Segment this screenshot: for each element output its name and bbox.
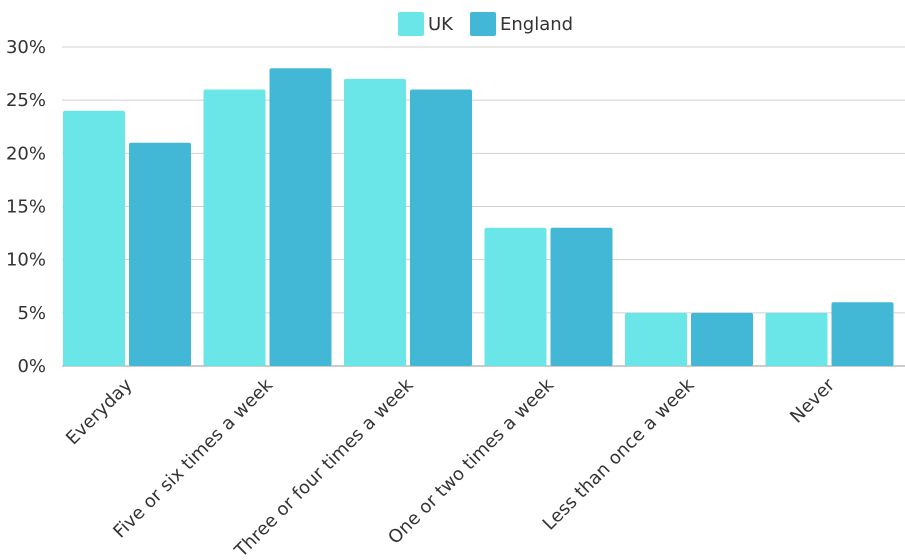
x-tick-label: Never: [786, 374, 839, 427]
x-tick-label: One or two times a week: [384, 374, 558, 548]
gridlines: [62, 46, 905, 367]
bar-uk-4[interactable]: [625, 312, 687, 366]
bar-england-0[interactable]: [129, 142, 191, 366]
bar-uk-3[interactable]: [484, 227, 547, 366]
bar-uk-2[interactable]: [344, 78, 406, 367]
legend-swatch-england[interactable]: [470, 12, 496, 36]
bar-england-2[interactable]: [410, 89, 472, 367]
x-tick-label: Everyday: [62, 374, 137, 449]
bar-england-4[interactable]: [691, 312, 753, 366]
y-tick-label: 0%: [17, 356, 46, 377]
bar-uk-5[interactable]: [765, 312, 828, 366]
y-tick-label: 5%: [17, 303, 46, 324]
y-axis: 0% 5% 10% 15% 20% 25% 30%: [6, 37, 46, 377]
y-tick-label: 10%: [6, 250, 46, 271]
y-tick-label: 15%: [6, 197, 46, 218]
bar-england-5[interactable]: [831, 302, 894, 366]
legend-label-uk[interactable]: UK: [428, 14, 454, 35]
y-tick-label: 30%: [6, 37, 46, 58]
legend-label-england[interactable]: England: [500, 14, 573, 35]
bar-uk-1[interactable]: [203, 89, 266, 367]
bar-england-1[interactable]: [269, 68, 332, 367]
legend-swatch-uk[interactable]: [398, 12, 424, 36]
y-tick-label: 25%: [6, 90, 46, 111]
bars: [63, 68, 894, 367]
bar-england-3[interactable]: [550, 227, 613, 366]
x-tick-label: Five or six times a week: [109, 374, 277, 542]
x-tick-label: Less than once a week: [539, 374, 699, 534]
legend: UK England: [398, 12, 573, 36]
bar-uk-0[interactable]: [63, 110, 125, 366]
y-tick-label: 20%: [6, 143, 46, 164]
